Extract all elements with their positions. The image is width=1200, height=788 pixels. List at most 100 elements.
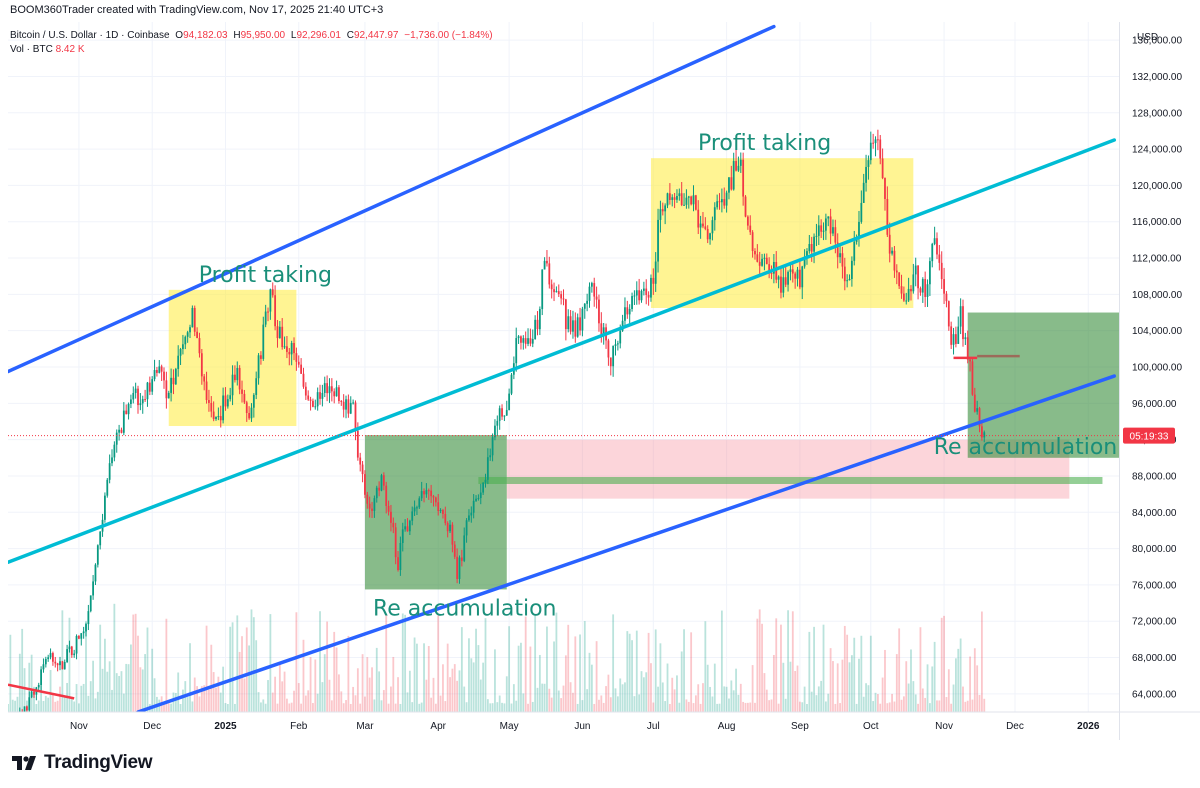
candle-body <box>789 269 792 272</box>
candle <box>598 294 600 332</box>
candle-body <box>749 225 752 233</box>
time-tick-label[interactable]: Dec <box>1006 721 1024 732</box>
volume-bar <box>822 624 825 712</box>
candle <box>605 323 607 349</box>
time-tick-label[interactable]: Jun <box>574 721 590 732</box>
candle <box>52 651 54 666</box>
price-tick-label[interactable]: 64,000.00 <box>1132 689 1177 700</box>
candle-body <box>704 226 707 229</box>
candle-body <box>680 193 683 206</box>
tradingview-logo[interactable]: TradingView <box>12 752 153 774</box>
price-tick-label[interactable]: 124,000.00 <box>1132 145 1182 156</box>
time-tick-label[interactable]: Nov <box>935 721 953 732</box>
candle-body <box>692 195 695 205</box>
price-tick-label[interactable]: 76,000.00 <box>1132 580 1177 591</box>
candle-body <box>543 260 546 270</box>
candle-body <box>267 311 269 313</box>
time-tick-label[interactable]: May <box>500 721 519 732</box>
price-tick-label[interactable]: 104,000.00 <box>1132 326 1182 337</box>
candle <box>541 269 544 316</box>
price-tick-label[interactable]: 84,000.00 <box>1132 508 1177 519</box>
time-tick-label[interactable]: Apr <box>430 721 446 732</box>
time-tick-label[interactable]: Sep <box>791 721 809 732</box>
time-tick-label[interactable]: Dec <box>143 721 161 732</box>
time-tick-label[interactable]: Oct <box>863 721 879 732</box>
candle-body <box>735 161 737 171</box>
candle-body <box>335 387 338 397</box>
price-tick-label[interactable]: 80,000.00 <box>1132 544 1177 555</box>
candle <box>148 376 151 396</box>
price-tick-label[interactable]: 128,000.00 <box>1132 108 1182 119</box>
volume-bar <box>101 668 104 712</box>
price-tick-label[interactable]: 108,000.00 <box>1132 290 1182 301</box>
candle <box>248 406 251 420</box>
candle <box>543 257 546 270</box>
price-tick-label[interactable]: 136,000.00 <box>1132 36 1182 47</box>
candle <box>92 575 94 600</box>
volume-bar <box>855 703 858 712</box>
candle-body <box>82 631 85 634</box>
volume-bar <box>787 610 789 712</box>
candle <box>683 193 685 206</box>
time-tick-label[interactable]: Aug <box>718 721 736 732</box>
volume-bar <box>678 702 681 712</box>
candle <box>520 335 522 350</box>
candle <box>141 395 144 414</box>
candle-body <box>33 691 35 695</box>
price-tick-label[interactable]: 100,000.00 <box>1132 363 1182 374</box>
price-tick-label[interactable]: 68,000.00 <box>1132 653 1177 664</box>
price-tick-label[interactable]: 72,000.00 <box>1132 617 1177 628</box>
channel-trendline <box>8 24 776 374</box>
candle <box>498 405 501 430</box>
price-tick-label[interactable]: 88,000.00 <box>1132 471 1177 482</box>
candle <box>593 277 596 307</box>
volume-bar <box>170 703 173 712</box>
candle-body <box>924 279 927 297</box>
candle <box>534 315 537 340</box>
currency-label[interactable]: USD <box>1137 32 1159 43</box>
candle <box>765 253 768 265</box>
candle <box>522 335 525 350</box>
volume-bar <box>884 649 886 712</box>
volume-bar <box>536 687 539 712</box>
candle <box>638 278 641 305</box>
volume-bar <box>479 679 482 712</box>
volume-bar <box>368 677 371 712</box>
volume-bar <box>529 646 532 712</box>
candle-body <box>401 529 404 544</box>
time-tick-label[interactable]: 2025 <box>214 721 237 732</box>
candle <box>676 189 678 203</box>
time-tick-label[interactable]: Jul <box>647 721 660 732</box>
candle <box>557 284 560 298</box>
volume-legend[interactable]: Vol · BTC 8.42 K <box>10 44 85 55</box>
candle-body <box>635 290 638 296</box>
volume-bar <box>839 703 841 712</box>
candle-body <box>17 719 19 723</box>
volume-bar <box>891 693 893 712</box>
symbol-legend[interactable]: Bitcoin / U.S. Dollar · 1D · Coinbase O9… <box>10 30 493 41</box>
volume-bar <box>510 703 513 712</box>
volume-bar <box>628 633 631 712</box>
open-label: O <box>175 30 184 41</box>
candle <box>685 189 688 209</box>
price-tick-label[interactable]: 96,000.00 <box>1132 399 1177 410</box>
volume-series <box>8 603 986 712</box>
level-marker-line <box>8 683 75 700</box>
time-tick-label[interactable]: Nov <box>70 721 88 732</box>
time-tick-label[interactable]: Mar <box>356 721 374 732</box>
candle-body <box>326 383 329 394</box>
price-tick-label[interactable]: 112,000.00 <box>1132 254 1182 265</box>
candle <box>238 365 241 395</box>
price-tick-label[interactable]: 120,000.00 <box>1132 181 1182 192</box>
time-tick-label[interactable]: Feb <box>290 721 308 732</box>
candle-body <box>581 308 584 331</box>
price-tick-label[interactable]: 132,000.00 <box>1132 72 1182 83</box>
candle-body <box>132 392 135 400</box>
candle-body <box>198 338 201 354</box>
volume-bar <box>132 614 135 712</box>
time-tick-label[interactable]: 2026 <box>1077 721 1100 732</box>
volume-bar <box>444 701 447 712</box>
price-tick-label[interactable]: 116,000.00 <box>1132 217 1182 228</box>
symbol-name[interactable]: Bitcoin / U.S. Dollar · 1D · Coinbase <box>10 30 170 41</box>
